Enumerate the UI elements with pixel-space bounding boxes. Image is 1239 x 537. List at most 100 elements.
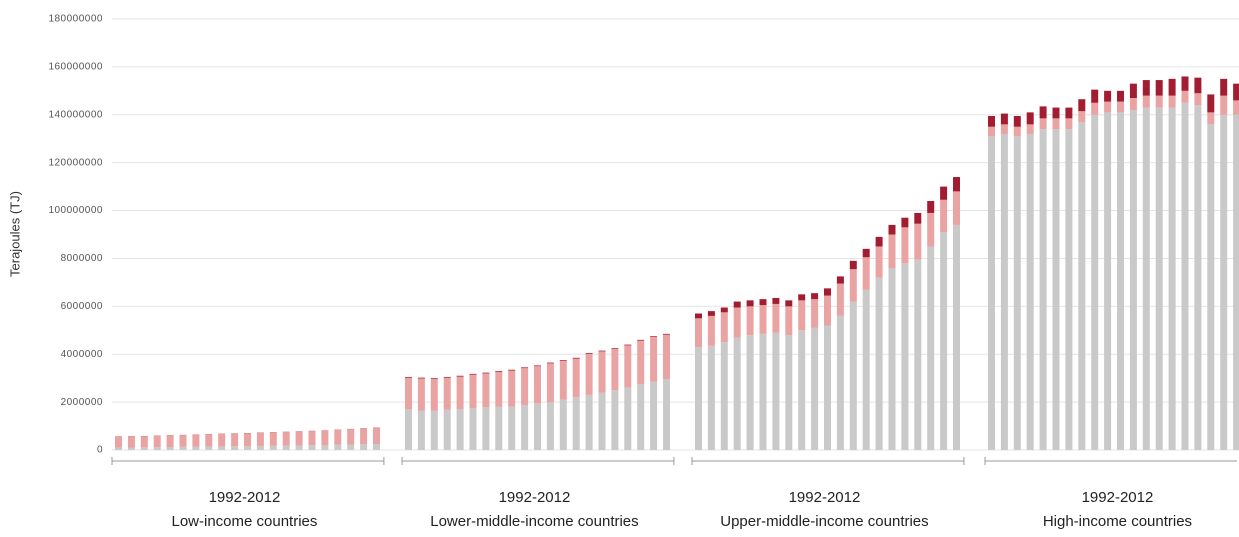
bar-segment [573, 359, 580, 398]
bar-segment [876, 278, 883, 450]
bar-segment [785, 300, 792, 306]
bar-segment [180, 435, 187, 447]
bar-segment [953, 177, 960, 191]
bar-segment [1143, 108, 1150, 450]
bar-segment [1091, 115, 1098, 450]
bar-segment [586, 395, 593, 450]
bar-segment [154, 447, 161, 450]
bar-segment [988, 136, 995, 450]
bar-segment [180, 447, 187, 450]
bar-segment [270, 446, 277, 450]
bar-segment [1130, 84, 1137, 98]
bar-segment [560, 400, 567, 450]
bar-segment [444, 377, 451, 378]
bar-segment [321, 431, 328, 445]
bar-segment [1130, 110, 1137, 450]
bar-segment [599, 393, 606, 450]
bar-segment [1220, 115, 1227, 450]
bar-segment [1169, 79, 1176, 96]
bar-segment [444, 378, 451, 410]
bar-segment [734, 308, 741, 338]
bar-segment [611, 390, 618, 450]
bar-segment [1104, 112, 1111, 450]
bar-segment [927, 213, 934, 247]
group-name: Low-income countries [171, 513, 317, 530]
bar-segment [1014, 116, 1021, 127]
bar-segment [470, 375, 477, 409]
y-tick-label: 6000000 [61, 301, 103, 312]
bar-segment [586, 353, 593, 354]
bar-segment [863, 290, 870, 450]
bar-segment [624, 388, 631, 450]
bar-segment [141, 436, 148, 447]
bar-segment [573, 397, 580, 450]
bar-segment [257, 433, 264, 446]
bar-segment [347, 429, 354, 444]
bar-segment [1182, 103, 1189, 450]
bar-segment [611, 349, 618, 390]
bar-segment [927, 246, 934, 450]
bar-segment [1182, 76, 1189, 90]
bar-segment [547, 363, 554, 402]
bar-segment [482, 373, 489, 407]
bar-segment [850, 269, 857, 301]
bar-segment [611, 348, 618, 349]
bar-segment [1117, 102, 1124, 113]
bar-segment [1053, 129, 1060, 450]
bar-segment [482, 373, 489, 374]
bar-segment [863, 257, 870, 289]
bar-segment [663, 335, 670, 380]
bar-segment [798, 294, 805, 300]
bar-segment [1078, 122, 1085, 450]
bar-segment [940, 187, 947, 200]
bar-segment [560, 361, 567, 400]
bar-segment [837, 276, 844, 283]
bar-segment [914, 260, 921, 450]
bar-segment [1040, 106, 1047, 118]
bar-segment [927, 201, 934, 213]
bar-segment [1001, 114, 1008, 125]
bar-segment [586, 354, 593, 395]
bar-segment [1014, 136, 1021, 450]
bar-segment [889, 225, 896, 235]
bar-segment [863, 249, 870, 257]
bar-segment [115, 448, 122, 450]
bar-segment [244, 446, 251, 450]
bar-segment [296, 445, 303, 450]
bar-segment [1143, 80, 1150, 96]
bar-segment [1001, 124, 1008, 134]
bar-segment [624, 345, 631, 346]
bar-segment [1091, 103, 1098, 115]
bar-segment [876, 246, 883, 277]
bar-segment [760, 299, 767, 305]
bar-segment [708, 311, 715, 316]
y-tick-label: 120000000 [48, 157, 103, 168]
bar-segment [760, 305, 767, 334]
bar-segment [508, 370, 515, 371]
group-name: Upper-middle-income countries [720, 513, 928, 530]
bar-segment [1117, 112, 1124, 450]
bar-segment [772, 333, 779, 450]
bar-segment [663, 379, 670, 450]
bar-segment [637, 384, 644, 450]
bar-segment [785, 306, 792, 335]
bar-segment [708, 316, 715, 346]
bar-segment [772, 298, 779, 304]
bar-segment [431, 379, 438, 411]
y-tick-label: 4000000 [61, 349, 103, 360]
bar-segment [547, 363, 554, 364]
bar-segment [695, 347, 702, 450]
bar-segment [940, 200, 947, 232]
bar-segment [508, 406, 515, 450]
bar-segment [560, 360, 567, 361]
bar-segment [850, 302, 857, 450]
bar-segment [1065, 118, 1072, 129]
bar-segment [283, 432, 290, 446]
bar-segment [373, 444, 380, 450]
bar-segment [444, 410, 451, 450]
bar-segment [1078, 99, 1085, 111]
bar-segment [547, 402, 554, 450]
y-tick-label: 8000000 [61, 253, 103, 264]
bar-segment [650, 336, 657, 337]
